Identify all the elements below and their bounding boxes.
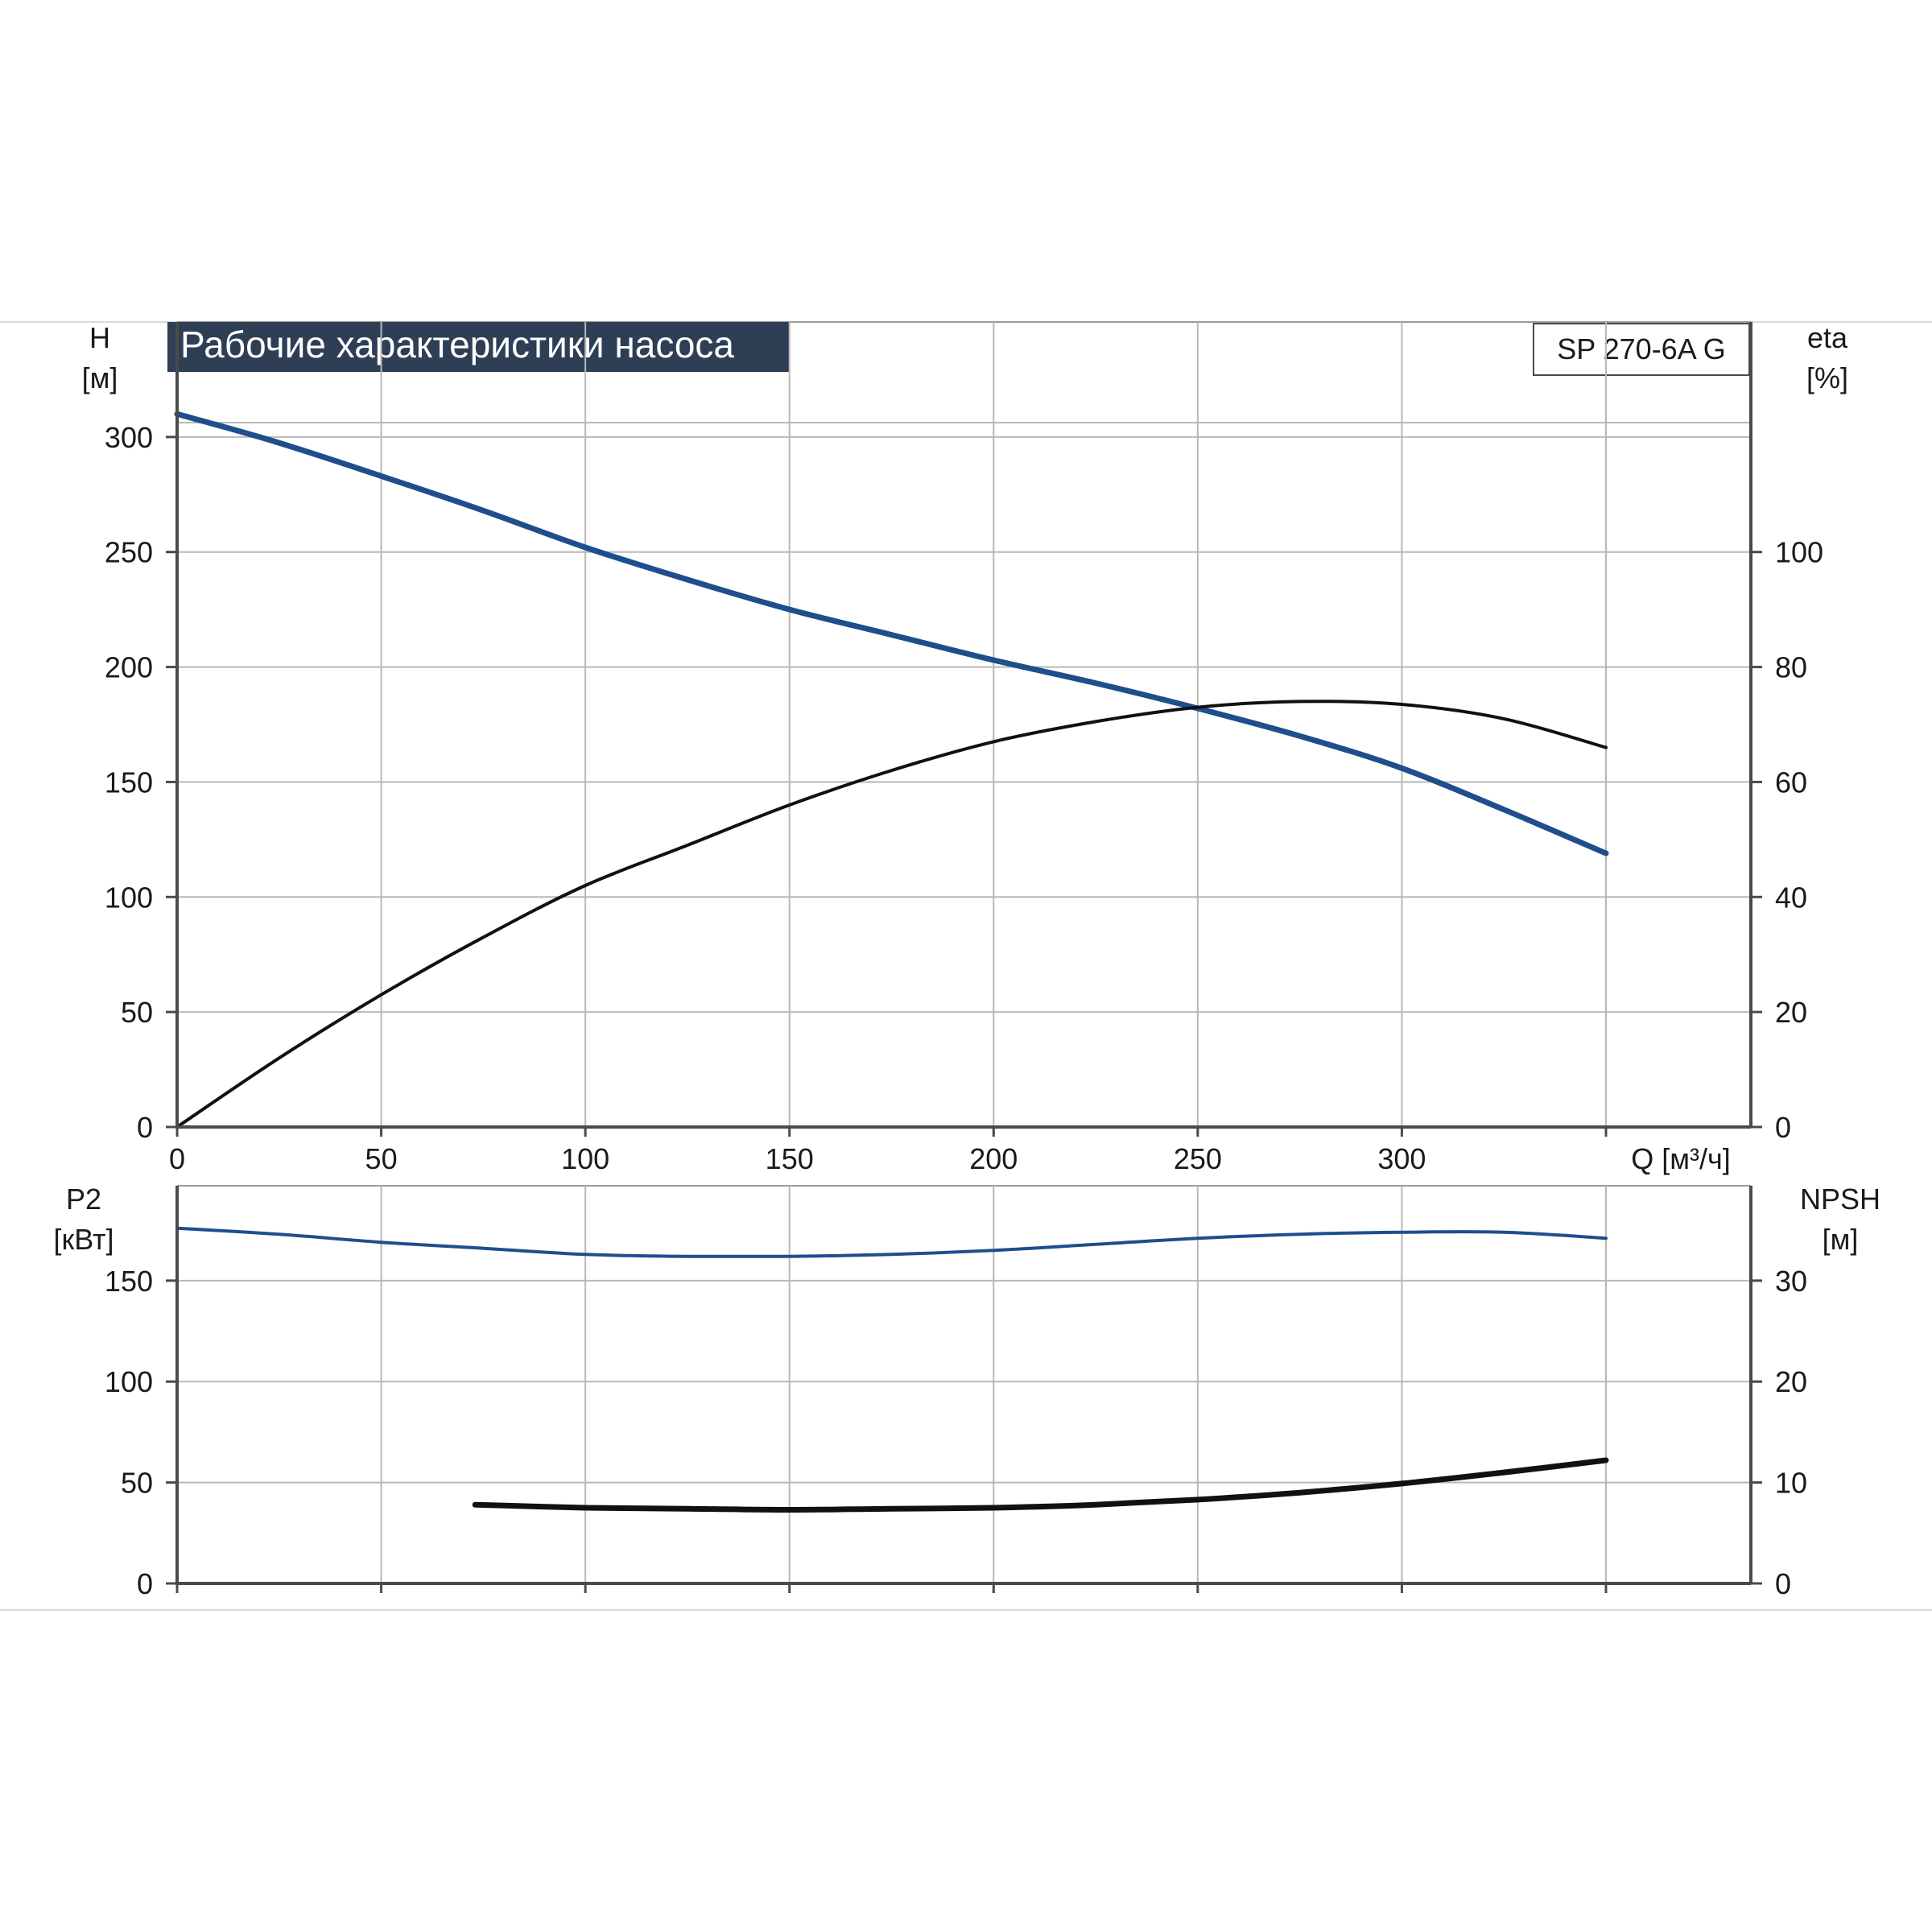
- bottom-series-left-line: [175, 1226, 1608, 1259]
- top-left-tick-label: 250: [105, 536, 153, 569]
- top-series-left-line: [174, 411, 1609, 857]
- x-tick-label: 150: [766, 1142, 814, 1175]
- bottom-left-tick-label: 150: [105, 1265, 153, 1298]
- top-left-tick-label: 0: [137, 1111, 153, 1144]
- grid-layer: [177, 322, 1751, 1583]
- top-left-tick-label: 50: [121, 996, 153, 1029]
- bottom-series-right-line: [472, 1457, 1609, 1513]
- top-left-tick-label: 200: [105, 651, 153, 684]
- x-tick-label: 100: [561, 1142, 609, 1175]
- chart-title: Рабочие характеристики насоса: [180, 324, 734, 365]
- bottom-right-tick-label: 0: [1775, 1567, 1791, 1600]
- top-left-axis-unit: [м]: [82, 361, 118, 394]
- top-right-tick-label: 40: [1775, 881, 1807, 914]
- axes-layer: [166, 322, 1762, 1593]
- top-right-axis-unit: [%]: [1806, 361, 1848, 394]
- bottom-right-axis-unit: [м]: [1823, 1223, 1859, 1256]
- x-tick-label: 200: [969, 1142, 1018, 1175]
- bottom-left-tick-label: 0: [137, 1567, 153, 1600]
- bottom-right-axis-title: NPSH: [1800, 1183, 1880, 1216]
- top-right-tick-label: 100: [1775, 536, 1823, 569]
- bottom-left-axis-unit: [кВт]: [53, 1223, 114, 1256]
- bottom-right-tick-label: 20: [1775, 1365, 1807, 1398]
- x-tick-label: 300: [1377, 1142, 1426, 1175]
- bottom-right-tick-label: 30: [1775, 1265, 1807, 1298]
- model-label: SP 270-6A G: [1557, 332, 1725, 365]
- x-tick-label: 250: [1174, 1142, 1222, 1175]
- bottom-right-tick-label: 10: [1775, 1467, 1807, 1500]
- top-series-right-line: [175, 700, 1608, 1129]
- title-background: [167, 322, 789, 372]
- tick-labels-layer: 0 50 100 150 200 250 3000501001502002503000204…: [105, 421, 1823, 1600]
- top-left-tick-label: 100: [105, 881, 153, 914]
- x-axis-label: Q [м³/ч]: [1631, 1142, 1731, 1175]
- top-right-tick-label: 60: [1775, 766, 1807, 799]
- bottom-left-tick-label: 50: [121, 1467, 153, 1500]
- top-left-axis-title: H: [89, 321, 110, 354]
- top-left-tick-label: 300: [105, 421, 153, 454]
- top-right-tick-label: 80: [1775, 651, 1807, 684]
- top-left-tick-label: 150: [105, 766, 153, 799]
- bottom-left-axis-title: P2: [66, 1183, 101, 1216]
- top-right-tick-label: 20: [1775, 996, 1807, 1029]
- top-right-axis-title: eta: [1807, 321, 1848, 354]
- x-tick-label: 50: [365, 1142, 398, 1175]
- series-layer: [174, 411, 1609, 1513]
- bottom-left-tick-label: 100: [105, 1365, 153, 1398]
- top-right-tick-label: 0: [1775, 1111, 1791, 1144]
- model-box: [1533, 323, 1750, 376]
- x-tick-label: 0: [169, 1142, 185, 1175]
